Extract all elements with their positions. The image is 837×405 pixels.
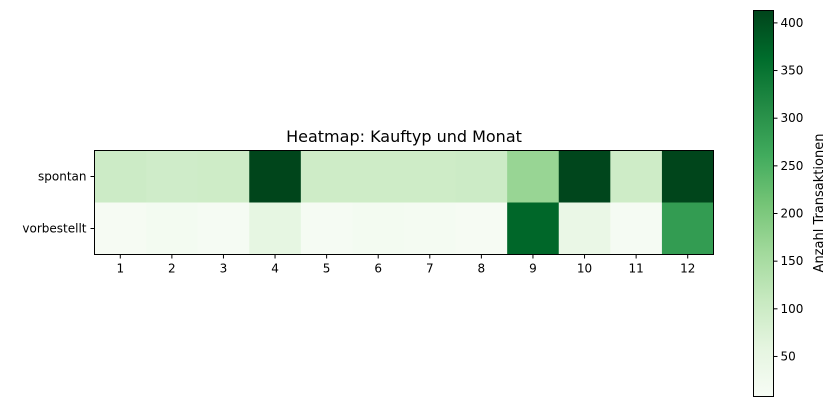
heatmap-cell [300, 202, 353, 255]
heatmap-cell [249, 150, 302, 203]
heatmap-cell [507, 202, 560, 255]
heatmap-frame [94, 150, 714, 255]
heatmap-cell [146, 202, 199, 255]
colorbar-tick-label: 100 [781, 302, 804, 316]
x-tick-label: 9 [529, 262, 537, 276]
heatmap-cell [197, 150, 250, 203]
heatmap-cell [94, 150, 147, 203]
colorbar-label: Anzahl Transaktionen [812, 134, 827, 273]
x-tick-label: 2 [168, 262, 176, 276]
x-axis-ticks: 1 2 3 4 5 6 7 8 9 10 11 12 [116, 254, 695, 276]
heatmap-cells [94, 150, 714, 255]
colorbar-tick-label: 400 [781, 16, 804, 30]
x-tick-label: 10 [577, 262, 592, 276]
heatmap-cell [94, 202, 147, 255]
colorbar-tick-label: 200 [781, 207, 804, 221]
x-tick-label: 12 [680, 262, 695, 276]
x-tick-label: 4 [271, 262, 279, 276]
heatmap-cell [146, 150, 199, 203]
colorbar-tick-label: 350 [781, 64, 804, 78]
heatmap-cell [558, 202, 611, 255]
heatmap-cell [300, 150, 353, 203]
heatmap-cell [558, 150, 611, 203]
chart-title: Heatmap: Kauftyp und Monat [286, 127, 522, 146]
x-tick-label: 11 [628, 262, 643, 276]
heatmap-cell [197, 202, 250, 255]
y-tick-label: vorbestellt [22, 222, 86, 236]
colorbar-tick-label: 150 [781, 254, 804, 268]
heatmap-cell [610, 202, 663, 255]
heatmap-cell [455, 202, 508, 255]
heatmap-cell [404, 150, 457, 203]
colorbar [753, 10, 774, 397]
x-tick-label: 3 [220, 262, 228, 276]
heatmap-cell [610, 150, 663, 203]
x-tick-label: 6 [374, 262, 382, 276]
heatmap-cell [352, 202, 405, 255]
x-tick-label: 5 [323, 262, 331, 276]
colorbar-tick-label: 250 [781, 159, 804, 173]
heatmap-cell [507, 150, 560, 203]
heatmap-cell [661, 202, 714, 255]
y-tick-label: spontan [38, 170, 86, 184]
colorbar-tick-label: 300 [781, 111, 804, 125]
heatmap-cell [249, 202, 302, 255]
x-tick-label: 1 [116, 262, 124, 276]
heatmap-cell [661, 150, 714, 203]
x-tick-label: 7 [426, 262, 434, 276]
colorbar-tick-label: 50 [781, 349, 796, 363]
heatmap-cell [404, 202, 457, 255]
heatmap-cell [352, 150, 405, 203]
heatmap-cell [455, 150, 508, 203]
x-tick-label: 8 [478, 262, 486, 276]
y-axis-ticks: spontan vorbestellt [22, 170, 95, 236]
colorbar-ticks: 50 100 150 200 250 300 350 400 [773, 16, 804, 363]
